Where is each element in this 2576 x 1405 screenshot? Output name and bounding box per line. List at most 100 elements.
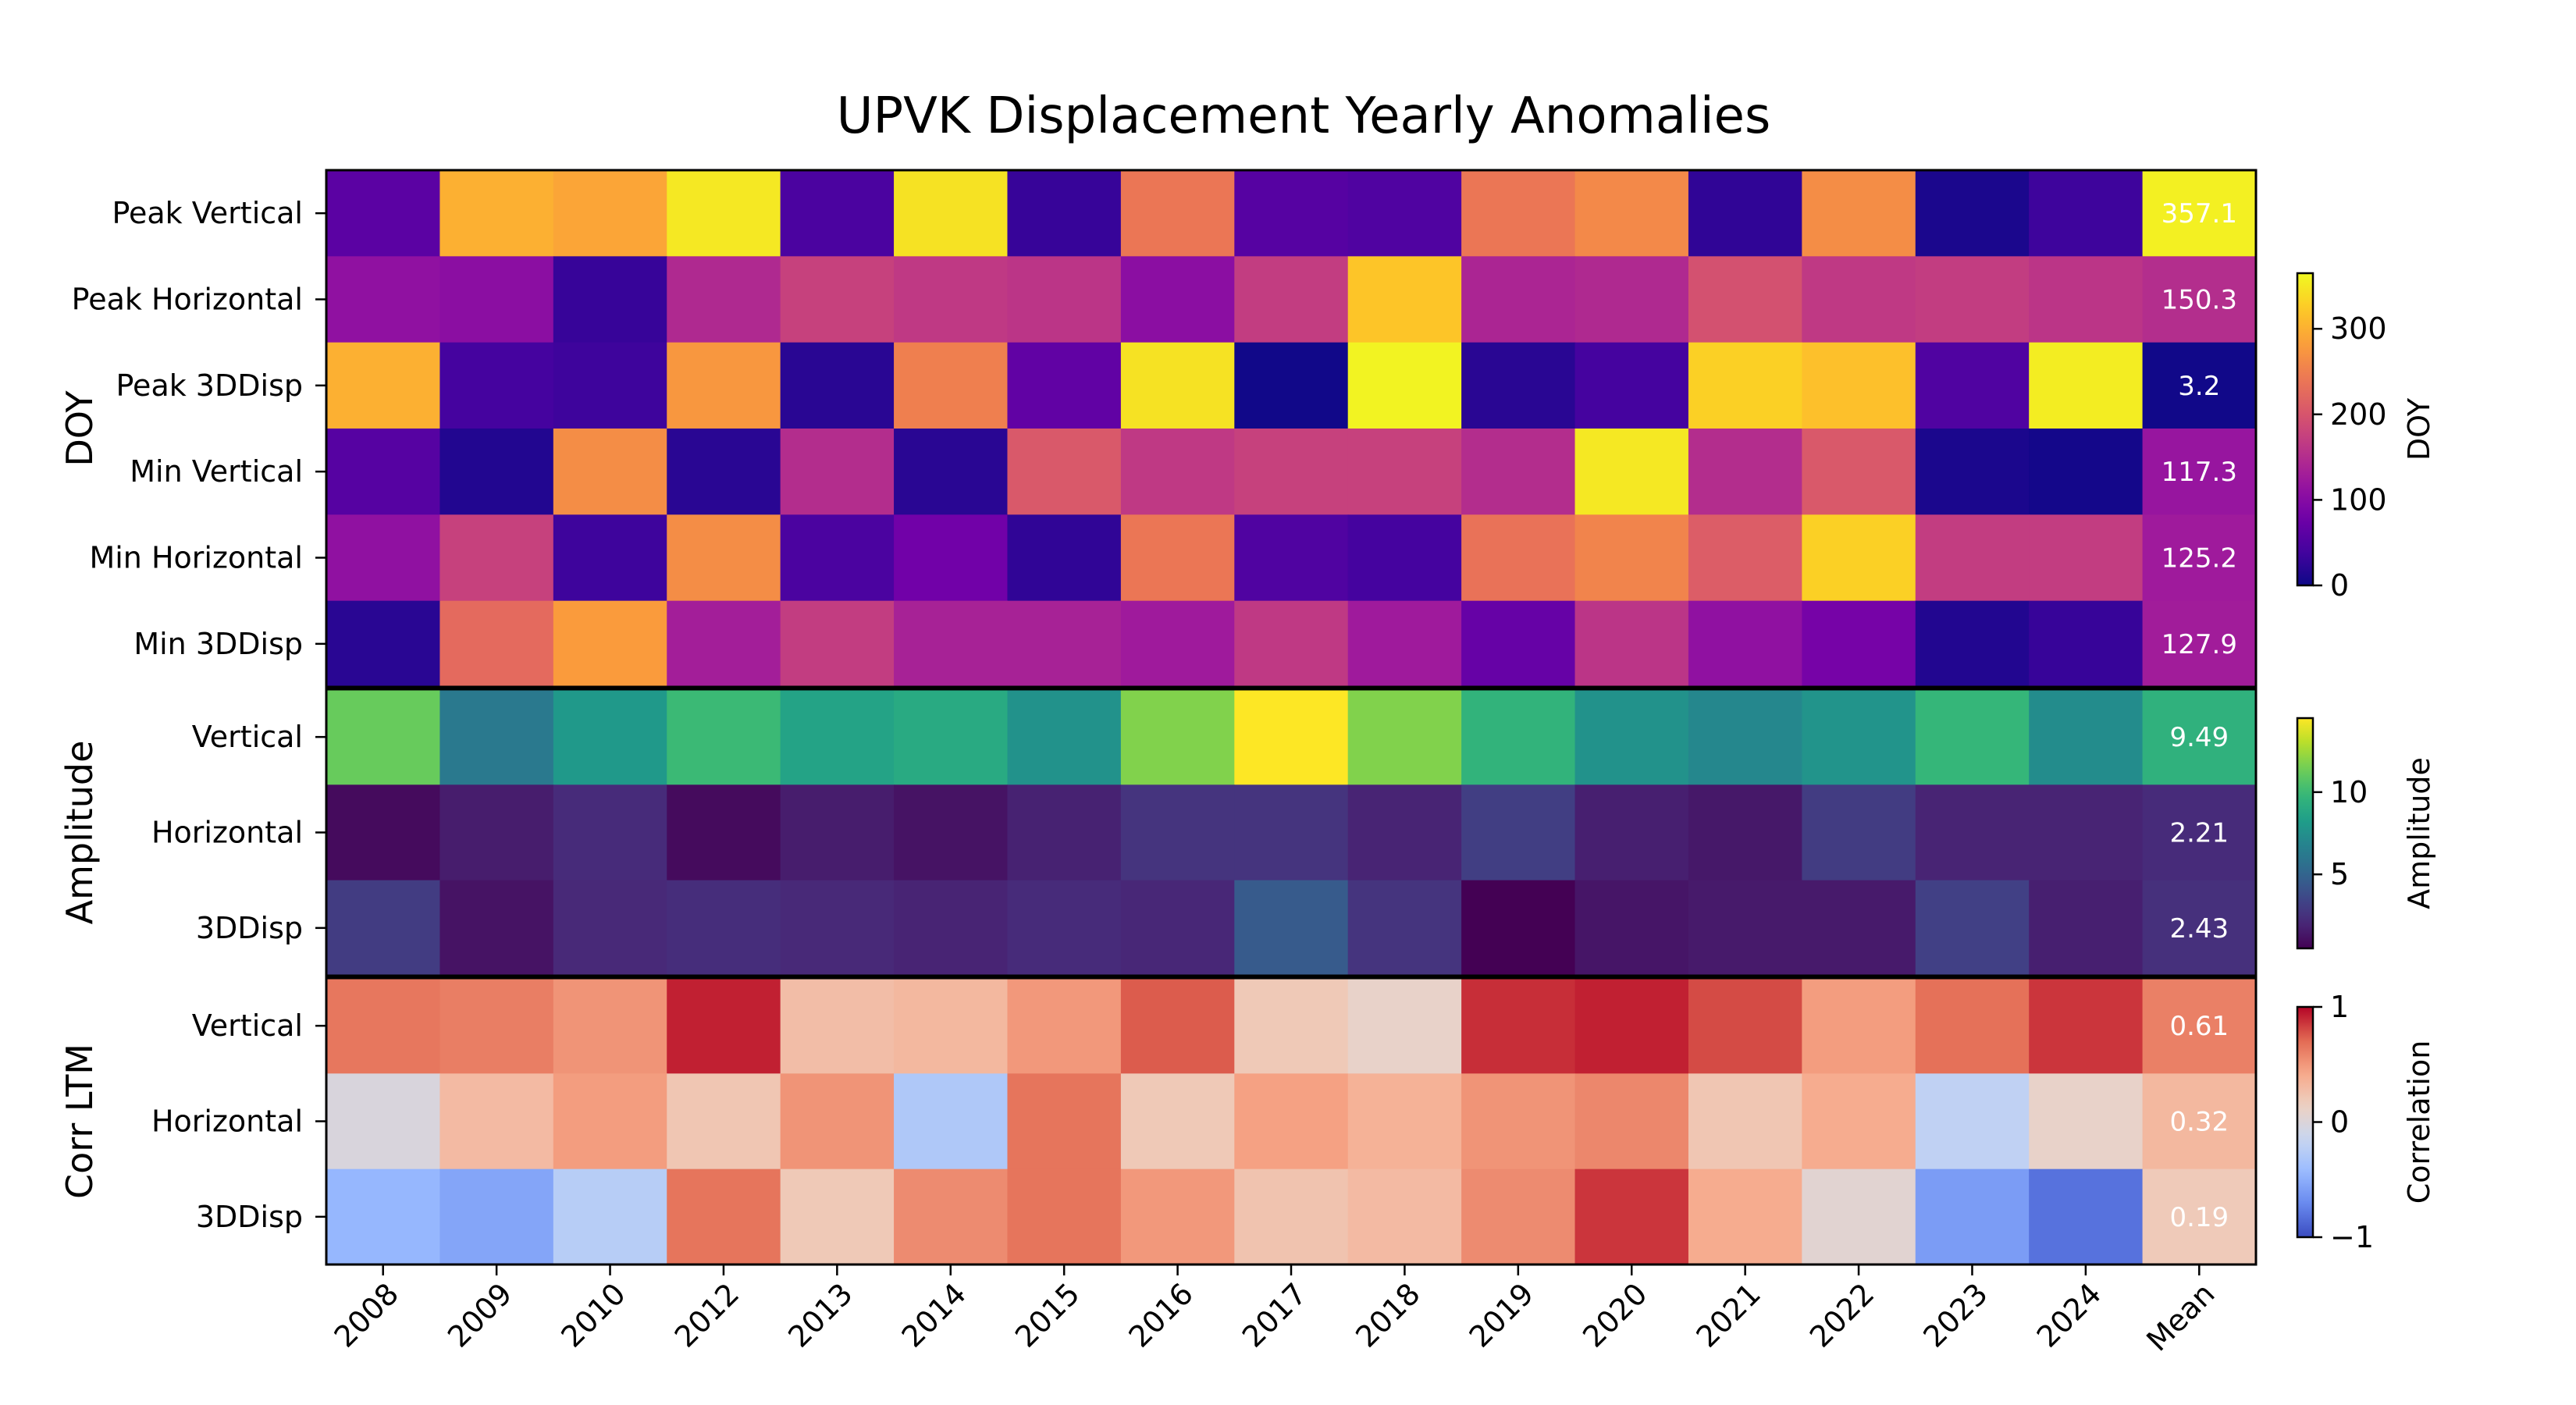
heatmap-cell <box>2029 1073 2144 1170</box>
colorbar-tick-label: 1 <box>2330 990 2349 1024</box>
heatmap-cell <box>667 429 781 515</box>
heatmap-cell <box>2029 978 2144 1074</box>
heatmap-cell <box>2029 784 2144 881</box>
heatmap-cell <box>553 784 667 881</box>
heatmap-cell <box>1461 514 1576 602</box>
row-label: Min Horizontal <box>89 541 303 575</box>
heatmap-cell <box>1347 1168 1462 1265</box>
heatmap-cell <box>1347 978 1462 1074</box>
heatmap-cell <box>439 514 554 602</box>
colorbar-label: Amplitude <box>2402 757 2436 909</box>
row-label: Peak 3DDisp <box>116 368 304 403</box>
column-label: 2015 <box>1009 1276 1087 1354</box>
colorbar-label: Correlation <box>2402 1040 2436 1204</box>
heatmap-cell <box>1120 342 1235 429</box>
heatmap-cell <box>1007 256 1122 343</box>
heatmap-cell <box>439 1168 554 1265</box>
heatmap-cell <box>1120 880 1235 976</box>
heatmap-cell <box>439 170 554 257</box>
group-frame <box>325 169 2258 688</box>
heatmap-cell <box>1461 1168 1576 1265</box>
heatmap-cell <box>667 342 781 429</box>
colorbar <box>2296 1005 2314 1239</box>
heatmap-cell <box>2029 514 2144 602</box>
heatmap-cell <box>1802 784 1916 881</box>
heatmap-cell <box>326 170 441 257</box>
row-label: Min Vertical <box>130 454 303 489</box>
colorbar-tick-label: 200 <box>2330 397 2387 432</box>
heatmap-cell <box>894 342 1009 429</box>
mean-value-label: 117.3 <box>2161 457 2237 488</box>
heatmap-cell <box>439 600 554 688</box>
column-label: 2014 <box>895 1276 973 1354</box>
heatmap-cell <box>667 784 781 881</box>
heatmap-cell <box>1574 1168 1689 1265</box>
heatmap-cell <box>1802 978 1916 1074</box>
heatmap-cell <box>326 600 441 688</box>
heatmap-cell <box>1688 429 1802 515</box>
mean-value-label: 0.19 <box>2169 1202 2229 1233</box>
row-label: Horizontal <box>151 1104 303 1139</box>
heatmap-cell <box>780 784 895 881</box>
heatmap-cell <box>553 256 667 343</box>
heatmap-cell <box>1915 256 2030 343</box>
column-label: 2018 <box>1349 1276 1427 1354</box>
heatmap-mean-cell <box>2142 978 2257 1074</box>
heatmap-cell <box>1461 600 1576 688</box>
heatmap-cell <box>1574 1073 1689 1170</box>
heatmap-cell <box>1234 170 1349 257</box>
chart-title: UPVK Displacement Yearly Anomalies <box>837 87 1771 145</box>
heatmap-cell <box>1574 342 1689 429</box>
heatmap-cell <box>1915 429 2030 515</box>
heatmap-cell <box>2029 1168 2144 1265</box>
heatmap-cell <box>326 514 441 602</box>
heatmap-cell <box>1802 170 1916 257</box>
heatmap-cell <box>1234 429 1349 515</box>
mean-value-label: 3.2 <box>2178 371 2220 402</box>
heatmap-cell <box>894 784 1009 881</box>
heatmap-cell <box>667 1168 781 1265</box>
heatmap-cell <box>1120 600 1235 688</box>
column-labels: 2008 2009 2010 2012 2013 2014 2015 2016 2017 2018… <box>328 1264 2222 1358</box>
heatmap-cell <box>1461 978 1576 1074</box>
heatmap-cell <box>1461 170 1576 257</box>
column-label: 2010 <box>554 1276 632 1354</box>
heatmap-cell <box>780 514 895 602</box>
column-label: 2024 <box>2030 1276 2108 1354</box>
heatmap-cell <box>553 429 667 515</box>
heatmap-cell <box>1234 1168 1349 1265</box>
heatmap-cell <box>1688 1168 1802 1265</box>
heatmap-cell <box>780 1168 895 1265</box>
heatmap-cell <box>1802 1073 1916 1170</box>
heatmap-cell <box>553 600 667 688</box>
heatmap-cell <box>1574 256 1689 343</box>
heatmap-mean-cell <box>2142 784 2257 881</box>
row-label: 3DDisp <box>196 911 303 945</box>
heatmap-cell <box>1007 689 1122 785</box>
mean-value-label: 357.1 <box>2161 198 2237 229</box>
heatmap-cell <box>326 784 441 881</box>
colorbar-tick-label: 5 <box>2330 857 2349 891</box>
heatmap-cell <box>1915 514 2030 602</box>
heatmap-cell <box>1574 514 1689 602</box>
heatmap-cell <box>1234 342 1349 429</box>
heatmap-cell <box>1007 170 1122 257</box>
heatmap-cell <box>1120 170 1235 257</box>
heatmap-cell <box>1688 689 1802 785</box>
heatmap-cell <box>553 342 667 429</box>
heatmap-cell <box>667 1073 781 1170</box>
heatmap-cell <box>1347 342 1462 429</box>
colorbar-label: DOY <box>2402 397 2436 461</box>
group-labels: DOY Amplitude Corr LTM <box>59 389 101 1198</box>
heatmap-cell <box>1802 1168 1916 1265</box>
heatmap-cell <box>780 978 895 1074</box>
colorbar <box>2296 717 2314 950</box>
row-label: 3DDisp <box>196 1200 303 1234</box>
heatmap-cell <box>1007 514 1122 602</box>
row-label: Vertical <box>192 720 303 754</box>
heatmap-cell <box>326 1168 441 1265</box>
heatmap-cell <box>1688 784 1802 881</box>
heatmap-cell <box>894 256 1009 343</box>
heatmap-cell <box>1120 1168 1235 1265</box>
